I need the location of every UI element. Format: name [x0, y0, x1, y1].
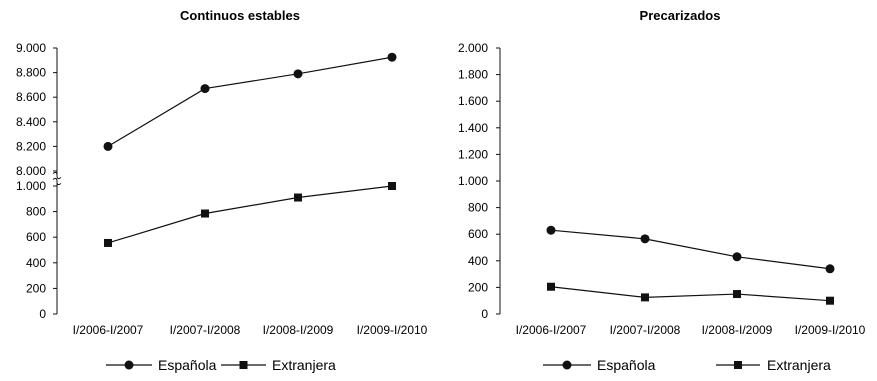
- data-point-española: [387, 52, 397, 62]
- legend-marker: [734, 361, 742, 369]
- x-tick-label: I/2009-I/2010: [795, 323, 866, 337]
- data-point-española: [103, 141, 113, 151]
- data-point-extranjera: [388, 182, 396, 190]
- legend-marker: [562, 360, 572, 370]
- y-tick-label: 0: [481, 307, 488, 321]
- data-point-española: [200, 84, 210, 94]
- x-tick-label: I/2009-I/2010: [357, 323, 428, 337]
- y-tick-label: 400: [468, 254, 488, 268]
- y-tick-label: 200: [468, 280, 488, 294]
- data-point-extranjera: [826, 296, 834, 305]
- x-tick-label: I/2006-I/2007: [516, 323, 587, 337]
- y-tick-label: 8.400: [16, 115, 46, 129]
- x-tick-label: I/2007-I/2008: [610, 323, 681, 337]
- data-point-extranjera: [547, 282, 555, 291]
- y-tick-label: 600: [468, 227, 488, 241]
- legend-label: Española: [597, 357, 656, 373]
- data-point-extranjera: [201, 209, 209, 218]
- series-line-extranjera: [107, 185, 393, 244]
- x-tick-label: I/2006-I/2007: [73, 323, 144, 337]
- data-point-extranjera: [641, 293, 649, 302]
- data-point-española: [732, 252, 742, 262]
- y-tick-label: 800: [468, 201, 488, 215]
- y-tick-label: 1.000: [458, 174, 488, 188]
- legend-marker: [124, 360, 134, 370]
- legend-marker: [239, 361, 248, 369]
- y-tick-label: 8.800: [16, 66, 46, 80]
- y-tick-label: 0: [39, 307, 46, 321]
- data-point-española: [546, 225, 556, 235]
- y-tick-label: 1.000: [16, 179, 46, 193]
- x-tick-label: I/2008-I/2009: [263, 323, 334, 337]
- axis-break-mark: [52, 177, 62, 186]
- legend-label: Española: [158, 357, 217, 373]
- y-tick-label: 1.600: [458, 94, 488, 108]
- chart-title: Precarizados: [640, 8, 721, 23]
- legend-label: Extranjera: [767, 357, 831, 373]
- y-tick-label: 8.000: [16, 164, 46, 178]
- series-line-española: [550, 229, 831, 270]
- y-tick-label: 400: [26, 256, 46, 270]
- y-tick-label: 1.200: [458, 147, 488, 161]
- x-tick-label: I/2007-I/2008: [170, 323, 241, 337]
- x-tick-label: I/2008-I/2009: [702, 323, 773, 337]
- y-tick-label: 8.200: [16, 139, 46, 153]
- y-tick-label: 8.600: [16, 90, 46, 104]
- y-tick-label: 1.800: [458, 68, 488, 82]
- y-tick-label: 1.400: [458, 121, 488, 135]
- series-line-extranjera: [550, 286, 831, 302]
- data-point-española: [293, 69, 303, 79]
- chart-title: Continuos estables: [180, 8, 300, 23]
- data-point-extranjera: [294, 193, 302, 202]
- data-point-extranjera: [733, 290, 741, 299]
- y-tick-label: 2.000: [458, 41, 488, 55]
- y-tick-label: 600: [26, 230, 46, 244]
- y-tick-label: 200: [26, 281, 46, 295]
- y-tick-label: 9.000: [16, 41, 46, 55]
- data-point-española: [825, 264, 835, 274]
- series-line-española: [107, 56, 393, 147]
- axis-break-mark: [52, 171, 62, 180]
- legend-label: Extranjera: [272, 357, 336, 373]
- data-point-española: [640, 234, 650, 244]
- y-tick-label: 800: [26, 205, 46, 219]
- data-point-extranjera: [104, 238, 112, 247]
